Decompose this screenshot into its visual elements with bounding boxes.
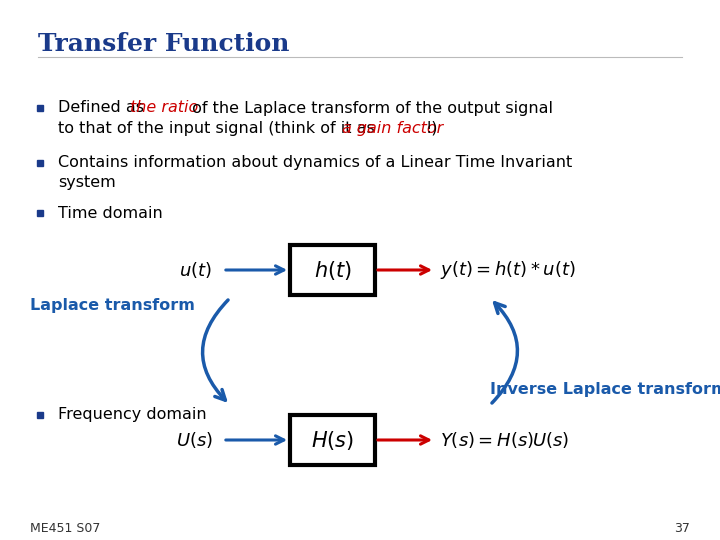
Bar bbox=[290, 415, 375, 465]
Text: Time domain: Time domain bbox=[58, 206, 163, 220]
Text: $H(s)$: $H(s)$ bbox=[311, 429, 354, 451]
Text: $Y(s)=H(s)U(s)$: $Y(s)=H(s)U(s)$ bbox=[440, 430, 570, 450]
Text: $y(t)=h(t)*u(t)$: $y(t)=h(t)*u(t)$ bbox=[440, 259, 576, 281]
Text: Inverse Laplace transform: Inverse Laplace transform bbox=[490, 382, 720, 397]
Text: a gain factor: a gain factor bbox=[342, 120, 444, 136]
Text: ME451 S07: ME451 S07 bbox=[30, 522, 100, 535]
Text: $u(t)$: $u(t)$ bbox=[179, 260, 212, 280]
Text: Contains information about dynamics of a Linear Time Invariant: Contains information about dynamics of a… bbox=[58, 156, 572, 171]
Text: to that of the input signal (think of it as: to that of the input signal (think of it… bbox=[58, 120, 380, 136]
Text: system: system bbox=[58, 176, 116, 191]
Text: Frequency domain: Frequency domain bbox=[58, 408, 207, 422]
Text: !): !) bbox=[426, 120, 438, 136]
Text: Defined as: Defined as bbox=[58, 100, 149, 116]
Text: the ratio: the ratio bbox=[130, 100, 198, 116]
Text: Transfer Function: Transfer Function bbox=[38, 32, 289, 56]
Text: of the Laplace transform of the output signal: of the Laplace transform of the output s… bbox=[187, 100, 553, 116]
Text: $h(t)$: $h(t)$ bbox=[313, 259, 351, 281]
Text: Laplace transform: Laplace transform bbox=[30, 298, 195, 313]
Text: 37: 37 bbox=[674, 522, 690, 535]
Text: $U(s)$: $U(s)$ bbox=[176, 430, 214, 450]
Bar bbox=[290, 245, 375, 295]
